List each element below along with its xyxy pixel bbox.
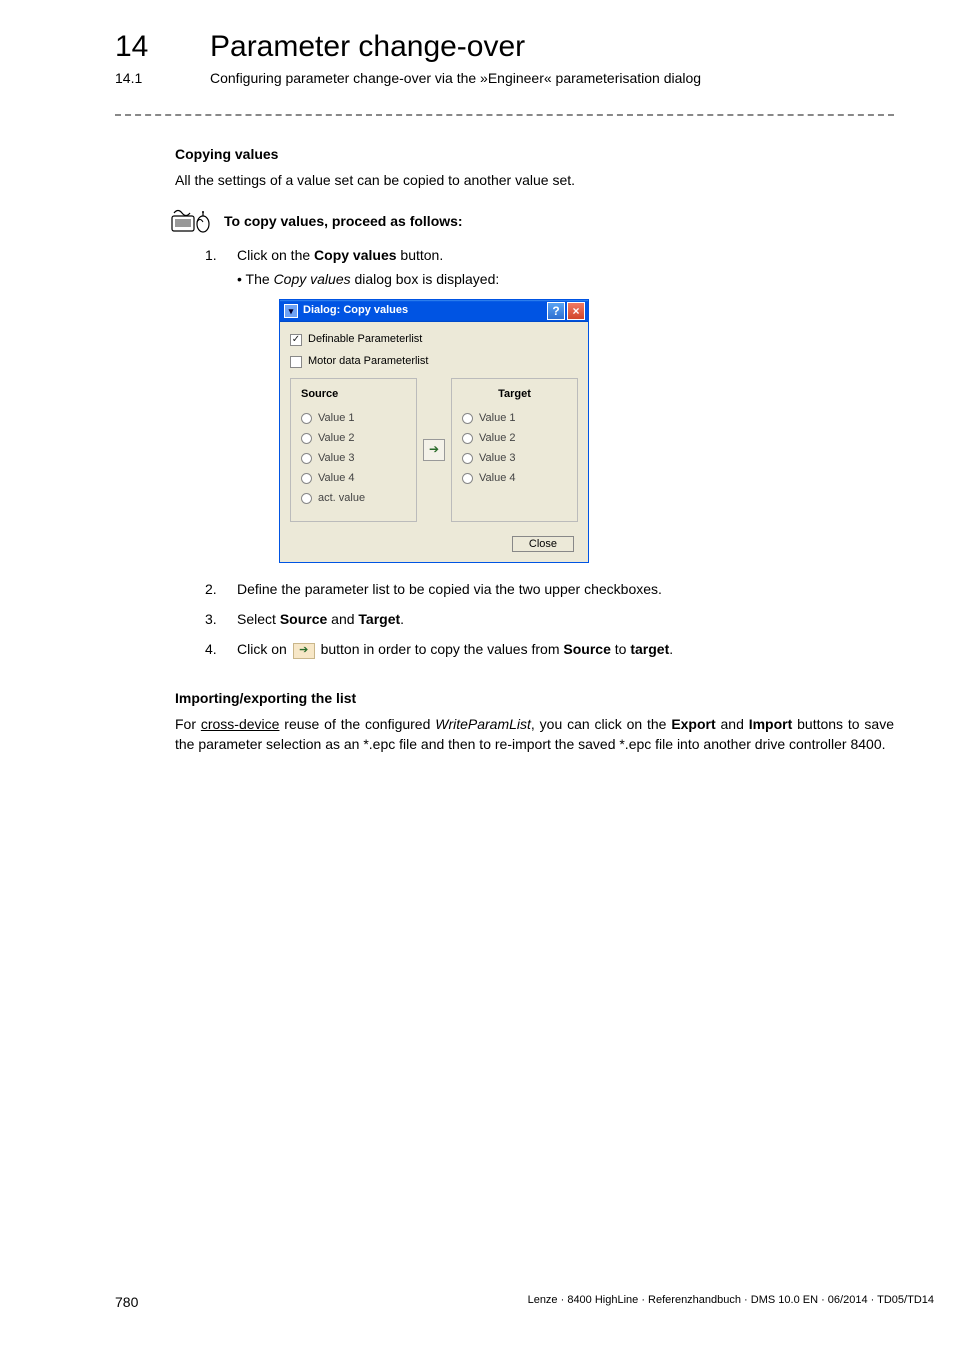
step-3-mid: and (327, 611, 358, 627)
procedure-icon (170, 209, 212, 235)
checkbox-label: Motor data Parameterlist (308, 354, 428, 370)
separator (115, 114, 894, 116)
step-1-sub: The Copy values dialog box is displayed: (237, 269, 499, 289)
dialog-close-button[interactable]: Close (512, 536, 574, 552)
source-option[interactable]: Value 3 (301, 451, 406, 467)
step-2: 2. Define the parameter list to be copie… (205, 579, 894, 599)
step-4-a: Click on (237, 641, 291, 657)
radio-label: act. value (318, 491, 365, 507)
step-1-num: 1. (205, 245, 221, 290)
target-heading: Target (462, 387, 567, 403)
step-1-sub-italic: Copy values (274, 271, 351, 287)
dialog-app-icon: ▾ (284, 304, 298, 318)
target-panel: Target Value 1 Value 2 Value 3 Value 4 (451, 378, 578, 522)
radio-label: Value 1 (318, 411, 355, 427)
radio-label: Value 2 (318, 431, 355, 447)
copy-arrow-button[interactable]: ➔ (423, 439, 445, 461)
ie-d: and (716, 716, 749, 732)
import-export-paragraph: For cross-device reuse of the configured… (175, 714, 894, 755)
checkbox-motordata[interactable]: Motor data Parameterlist (290, 354, 578, 370)
step-1: 1. Click on the Copy values button. The … (205, 245, 894, 290)
source-option[interactable]: Value 4 (301, 471, 406, 487)
step-3-num: 3. (205, 609, 221, 629)
step-4-end: . (669, 641, 673, 657)
checkbox-icon: ✓ (290, 334, 302, 346)
step-3-b1: Source (280, 611, 327, 627)
radio-label: Value 3 (479, 451, 516, 467)
checkbox-definable[interactable]: ✓ Definable Parameterlist (290, 332, 578, 348)
step-1-text-b: button. (397, 247, 444, 263)
radio-icon (301, 493, 312, 504)
radio-label: Value 4 (479, 471, 516, 487)
source-option[interactable]: Value 1 (301, 411, 406, 427)
checkbox-icon (290, 356, 302, 368)
step-3: 3. Select Source and Target. (205, 609, 894, 629)
target-option[interactable]: Value 4 (462, 471, 567, 487)
source-option[interactable]: Value 2 (301, 431, 406, 447)
ie-italic: WriteParamList (435, 716, 531, 732)
radio-label: Value 1 (479, 411, 516, 427)
copying-values-heading: Copying values (175, 144, 894, 164)
dialog-title: Dialog: Copy values (303, 303, 545, 319)
radio-icon (301, 413, 312, 424)
ie-bold1: Export (671, 716, 715, 732)
step-2-num: 2. (205, 579, 221, 599)
step-4: 4. Click on ➔ button in order to copy th… (205, 639, 894, 659)
step-1-sub-b: dialog box is displayed: (351, 271, 500, 287)
procedure-label: To copy values, proceed as follows: (224, 211, 463, 231)
copy-values-dialog: ▾ Dialog: Copy values ? × ✓ Definable Pa… (279, 299, 589, 563)
ie-c: , you can click on the (531, 716, 671, 732)
radio-icon (462, 473, 473, 484)
source-option[interactable]: act. value (301, 491, 406, 507)
section-number: 14.1 (115, 70, 170, 86)
step-2-text: Define the parameter list to be copied v… (237, 579, 662, 599)
chapter-title: Parameter change-over (210, 30, 525, 64)
radio-icon (462, 433, 473, 444)
dialog-titlebar: ▾ Dialog: Copy values ? × (280, 300, 588, 322)
ie-underline: cross-device (201, 716, 280, 732)
radio-icon (462, 413, 473, 424)
step-4-bold2: target (630, 641, 669, 657)
page-number: 780 (115, 1294, 138, 1310)
step-3-b2: Target (358, 611, 400, 627)
step-1-sub-a: The (246, 271, 274, 287)
arrow-icon: ➔ (293, 643, 315, 659)
radio-icon (301, 453, 312, 464)
radio-icon (301, 433, 312, 444)
step-1-text-a: Click on the (237, 247, 314, 263)
checkbox-label: Definable Parameterlist (308, 332, 422, 348)
radio-label: Value 2 (479, 431, 516, 447)
step-4-bold1: Source (563, 641, 610, 657)
step-1-bold: Copy values (314, 247, 396, 263)
step-4-mid: to (611, 641, 630, 657)
radio-label: Value 4 (318, 471, 355, 487)
help-button[interactable]: ? (547, 302, 565, 320)
ie-bold2: Import (749, 716, 793, 732)
footer-info: Lenze · 8400 HighLine · Referenzhandbuch… (528, 1294, 934, 1310)
radio-label: Value 3 (318, 451, 355, 467)
window-close-button[interactable]: × (567, 302, 585, 320)
copying-values-intro: All the settings of a value set can be c… (175, 170, 894, 190)
ie-a: For (175, 716, 201, 732)
step-3-a: Select (237, 611, 280, 627)
target-option[interactable]: Value 1 (462, 411, 567, 427)
step-3-end: . (400, 611, 404, 627)
radio-icon (462, 453, 473, 464)
source-heading: Source (301, 387, 406, 403)
chapter-number: 14 (115, 30, 170, 64)
radio-icon (301, 473, 312, 484)
step-4-b: button in order to copy the values from (317, 641, 564, 657)
ie-b: reuse of the configured (279, 716, 435, 732)
target-option[interactable]: Value 3 (462, 451, 567, 467)
section-title: Configuring parameter change-over via th… (210, 70, 701, 86)
source-panel: Source Value 1 Value 2 Value 3 Value 4 a… (290, 378, 417, 522)
import-export-heading: Importing/exporting the list (175, 688, 894, 708)
step-4-num: 4. (205, 639, 221, 659)
target-option[interactable]: Value 2 (462, 431, 567, 447)
